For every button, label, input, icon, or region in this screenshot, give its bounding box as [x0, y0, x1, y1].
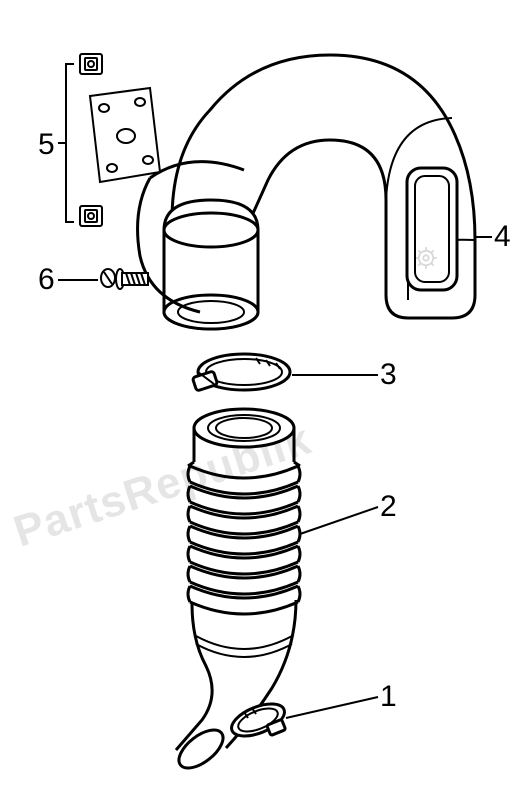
callout-label-5: 5 — [38, 128, 55, 162]
callout-label-3: 3 — [380, 358, 397, 392]
diagram-container: PartsRepublik — [0, 0, 531, 800]
part-1-clamp-lower — [227, 697, 289, 742]
callout-label-4: 4 — [494, 220, 511, 254]
callout-label-2: 2 — [380, 490, 397, 524]
part-6-screw — [101, 269, 148, 289]
part-5-clip-nut-top — [80, 54, 102, 74]
part-3-clamp-upper — [192, 354, 290, 391]
parts-diagram-svg — [0, 0, 531, 800]
callout-label-1: 1 — [380, 680, 397, 714]
part-4-intake-body — [138, 55, 475, 329]
part-5-bracket-plate — [90, 88, 160, 182]
callout-label-6: 6 — [38, 263, 55, 297]
part-5-clip-nut-bottom — [80, 206, 102, 226]
